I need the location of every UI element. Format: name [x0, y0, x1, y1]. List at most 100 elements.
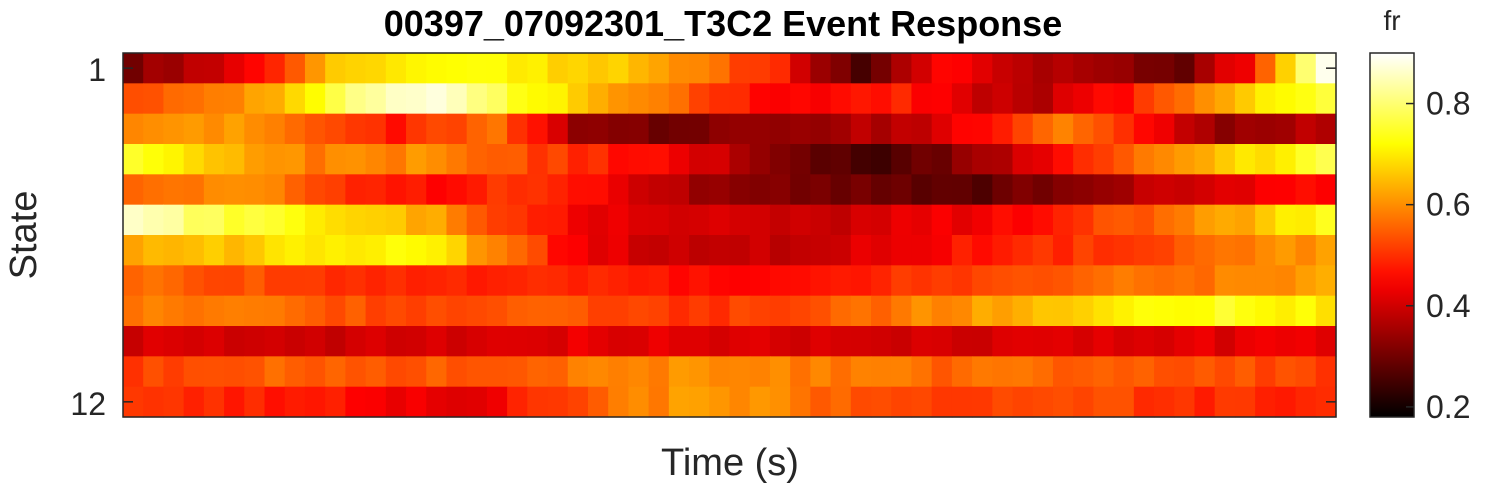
heatmap-cell: [1052, 386, 1074, 418]
heatmap-cell: [587, 53, 609, 84]
heatmap-cell: [972, 174, 993, 206]
heatmap-cell: [1073, 356, 1094, 388]
heatmap-cell: [951, 204, 973, 236]
heatmap-cell: [1012, 235, 1034, 266]
heatmap-cell: [446, 144, 468, 175]
heatmap-cell: [163, 204, 185, 236]
heatmap-cell: [689, 204, 710, 236]
heatmap-cell: [689, 265, 710, 297]
heatmap-cell: [143, 235, 165, 266]
heatmap-cell: [183, 386, 205, 418]
heatmap-cell: [466, 265, 488, 297]
heatmap-cell: [1113, 144, 1135, 175]
heatmap-cell: [1093, 386, 1115, 418]
heatmap-cell: [709, 356, 731, 388]
heatmap-cell: [1315, 235, 1337, 266]
heatmap-cell: [244, 235, 266, 266]
heatmap-cell: [527, 265, 549, 297]
heatmap-cell: [547, 386, 569, 418]
heatmap-cell: [244, 356, 266, 388]
heatmap-cell: [871, 83, 892, 115]
heatmap-cell: [668, 144, 690, 175]
heatmap-cell: [1234, 265, 1256, 297]
heatmap-cell: [1255, 83, 1276, 115]
heatmap-cell: [224, 265, 245, 297]
heatmap-cell: [871, 265, 892, 297]
heatmap-cell: [709, 386, 731, 418]
heatmap-cell: [1255, 295, 1276, 327]
heatmap-cell: [790, 144, 811, 175]
heatmap-cell: [224, 326, 245, 357]
heatmap-cell: [1315, 83, 1337, 115]
heatmap-cell: [749, 144, 771, 175]
heatmap-cell: [1093, 113, 1115, 145]
heatmap-cell: [203, 113, 225, 145]
heatmap-cell: [345, 53, 367, 84]
heatmap-cell: [749, 113, 771, 145]
heatmap-cell: [123, 295, 144, 327]
heatmap-cell: [527, 113, 549, 145]
heatmap-cell: [567, 113, 589, 145]
heatmap-cell: [466, 144, 488, 175]
heatmap-cell: [1315, 113, 1337, 145]
heatmap-cell: [951, 265, 973, 297]
heatmap-cell: [1234, 235, 1256, 266]
heatmap-cell: [183, 326, 205, 357]
heatmap-cell: [1032, 356, 1054, 388]
heatmap-cell: [183, 235, 205, 266]
heatmap-cell: [183, 356, 205, 388]
heatmap-cell: [1214, 113, 1236, 145]
heatmap-cell: [203, 295, 225, 327]
heatmap-cell: [810, 386, 832, 418]
heatmap-cell: [264, 113, 286, 145]
heatmap-cell: [466, 386, 488, 418]
heatmap-cell: [810, 326, 832, 357]
heatmap-cell: [608, 113, 630, 145]
heatmap-cell: [972, 113, 993, 145]
heatmap-cell: [769, 265, 791, 297]
heatmap-cell: [951, 326, 973, 357]
heatmap-cell: [1032, 83, 1054, 115]
heatmap-cell: [587, 295, 609, 327]
heatmap-cell: [507, 265, 528, 297]
y-axis-label: State: [3, 191, 45, 280]
heatmap-cell: [365, 83, 387, 115]
heatmap-cell: [871, 53, 892, 84]
heatmap-cell: [729, 144, 751, 175]
colorbar-tick-label: 0.2: [1426, 389, 1470, 425]
heatmap-cell: [426, 356, 448, 388]
heatmap-cell: [264, 295, 286, 327]
heatmap-cell: [709, 83, 731, 115]
heatmap-cell: [709, 53, 731, 84]
y-axis-ticks: [123, 67, 1336, 403]
heatmap-cell: [608, 326, 630, 357]
heatmap-cell: [850, 144, 872, 175]
heatmap-cell: [224, 295, 245, 327]
heatmap-cell: [406, 83, 427, 115]
heatmap-cell: [183, 53, 205, 84]
heatmap-cell: [931, 204, 953, 236]
heatmap-cell: [911, 326, 933, 357]
heatmap-cell: [810, 144, 832, 175]
heatmap-cell: [709, 265, 731, 297]
heatmap-cell: [1133, 113, 1155, 145]
heatmap-cell: [769, 53, 791, 84]
heatmap-cell: [1052, 356, 1074, 388]
heatmap-cell: [163, 265, 185, 297]
heatmap-cell: [648, 144, 670, 175]
heatmap-cell: [466, 53, 488, 84]
heatmap-cell: [1295, 235, 1317, 266]
heatmap-cell: [1093, 144, 1115, 175]
heatmap-cell: [850, 326, 872, 357]
heatmap-cell: [668, 113, 690, 145]
heatmap-cell: [951, 174, 973, 206]
heatmap-cell: [567, 53, 589, 84]
heatmap-cell: [1073, 83, 1094, 115]
heatmap-cell: [1133, 386, 1155, 418]
heatmap-cell: [1052, 265, 1074, 297]
heatmap-cell: [648, 295, 670, 327]
heatmap-cell: [992, 113, 1014, 145]
heatmap-cell: [163, 144, 185, 175]
heatmap-cell: [163, 356, 185, 388]
heatmap-cell: [668, 356, 690, 388]
